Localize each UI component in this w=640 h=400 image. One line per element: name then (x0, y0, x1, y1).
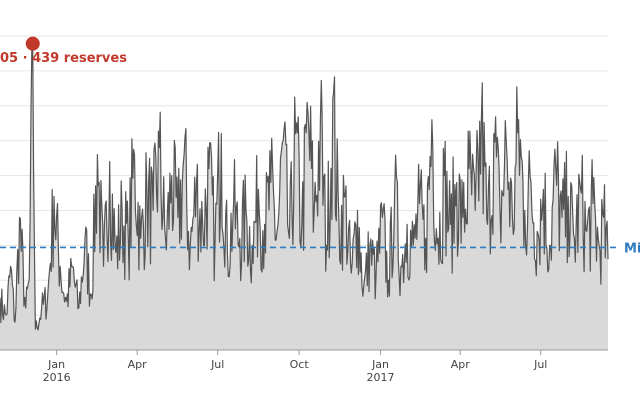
x-tick-label: Jul (210, 358, 224, 371)
peak-marker[interactable] (25, 36, 40, 51)
x-tick-label: Jan (47, 358, 65, 371)
x-tick-label: Jul (533, 358, 547, 371)
series-line (0, 42, 609, 331)
x-tick-label: Apr (451, 358, 471, 371)
peak-label: 05 · 439 reserves (0, 51, 127, 66)
x-tick-label: Jan (371, 358, 389, 371)
reference-line-label: Mi (624, 241, 640, 256)
x-tick-label: Oct (290, 358, 310, 371)
x-tick-year: 2017 (367, 371, 395, 384)
x-tick-label: Apr (128, 358, 148, 371)
x-tick-year: 2016 (43, 371, 71, 384)
